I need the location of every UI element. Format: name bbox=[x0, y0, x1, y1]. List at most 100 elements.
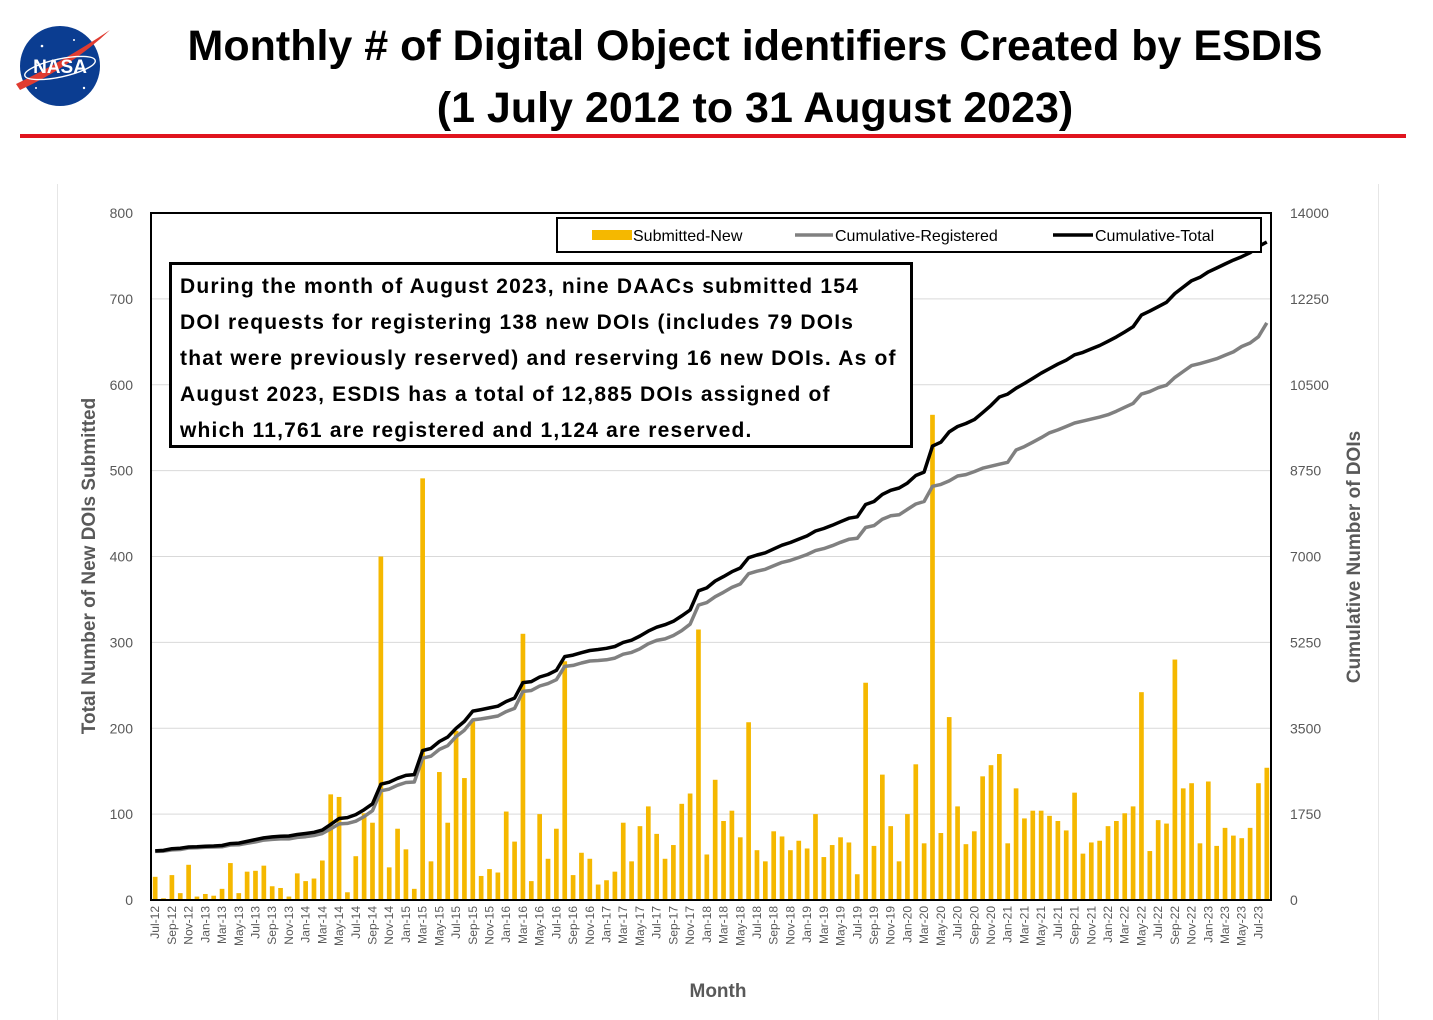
slide-frame-left bbox=[57, 184, 58, 1020]
bar bbox=[411, 888, 417, 900]
x-tick-label: Nov-16 bbox=[583, 906, 597, 945]
bar bbox=[587, 858, 593, 900]
bar bbox=[771, 831, 777, 900]
x-tick-label: Nov-22 bbox=[1185, 906, 1199, 945]
y-axis-title: Total Number of New DOIs Submitted bbox=[79, 398, 100, 734]
bar bbox=[1072, 792, 1077, 900]
bar bbox=[671, 845, 676, 900]
bar bbox=[921, 843, 927, 900]
bar bbox=[1063, 830, 1069, 900]
y2-tick-label: 1750 bbox=[1290, 806, 1321, 822]
x-tick-label: Mar-15 bbox=[416, 906, 430, 944]
bar bbox=[177, 893, 183, 900]
bar bbox=[1030, 810, 1036, 900]
x-tick-label: Sep-20 bbox=[967, 906, 981, 945]
x-tick-label: Jul-17 bbox=[650, 906, 664, 939]
bar bbox=[846, 842, 852, 900]
bar bbox=[863, 682, 868, 900]
x-tick-label: Jan-23 bbox=[1201, 906, 1215, 943]
y-tick-label: 400 bbox=[110, 549, 134, 565]
bar bbox=[528, 881, 534, 900]
y2-tick-label: 14000 bbox=[1290, 205, 1329, 221]
bar bbox=[612, 871, 618, 900]
bar bbox=[662, 858, 668, 900]
bar bbox=[520, 633, 526, 900]
bar bbox=[445, 822, 451, 900]
bar bbox=[762, 861, 768, 900]
bar bbox=[1214, 845, 1220, 900]
x-tick-label: May-19 bbox=[834, 906, 848, 946]
bar bbox=[294, 873, 300, 900]
bar bbox=[278, 887, 283, 900]
y2-axis-title: Cumulative Number of DOIs bbox=[1344, 431, 1365, 683]
left-axis-ticks: 0 100 200 300 400 500 600 700 800 bbox=[110, 205, 134, 908]
bar bbox=[1038, 810, 1044, 900]
legend-label-cumulative-total: Cumulative-Total bbox=[1095, 228, 1214, 245]
bar bbox=[896, 861, 902, 900]
plot-area-frame bbox=[150, 212, 1272, 901]
bar bbox=[228, 863, 233, 900]
bar bbox=[361, 813, 367, 900]
bar bbox=[829, 845, 835, 900]
bar bbox=[169, 875, 175, 900]
bar bbox=[1222, 827, 1228, 900]
legend: Submitted-New Cumulative-Registered Cumu… bbox=[556, 217, 1262, 253]
bar bbox=[269, 886, 275, 900]
bar bbox=[1247, 827, 1253, 900]
x-tick-label: Jan-13 bbox=[198, 906, 212, 943]
bar bbox=[595, 884, 601, 900]
bar bbox=[1139, 692, 1144, 900]
x-tick-label: Jan-20 bbox=[900, 906, 914, 943]
bar bbox=[1122, 813, 1128, 900]
bar bbox=[462, 778, 467, 900]
bar bbox=[202, 893, 208, 900]
x-tick-label: Sep-13 bbox=[265, 906, 279, 945]
bar bbox=[537, 814, 542, 900]
y-tick-label: 700 bbox=[110, 291, 134, 307]
y-tick-label: 500 bbox=[110, 463, 134, 479]
bar bbox=[888, 826, 894, 900]
x-tick-label: Nov-20 bbox=[984, 906, 998, 945]
bar bbox=[1080, 853, 1086, 900]
x-tick-label: May-17 bbox=[633, 906, 647, 946]
x-tick-label: Jul-14 bbox=[349, 906, 363, 939]
x-tick-label: Sep-18 bbox=[767, 906, 781, 945]
bar bbox=[654, 833, 660, 900]
legend-label-submitted-new: Submitted-New bbox=[633, 228, 743, 245]
nasa-logo-text: NASA bbox=[33, 57, 87, 78]
bar bbox=[930, 414, 935, 900]
bar bbox=[712, 779, 718, 900]
bar bbox=[645, 806, 651, 900]
bar bbox=[219, 888, 225, 900]
bar bbox=[495, 872, 501, 900]
bar bbox=[186, 864, 191, 900]
bar bbox=[704, 854, 710, 900]
bar bbox=[261, 865, 267, 900]
line-cumulative-total bbox=[155, 240, 1268, 853]
x-tick-label: Mar-20 bbox=[917, 906, 931, 944]
bar bbox=[955, 806, 960, 900]
bar bbox=[754, 850, 760, 900]
x-tick-label: Jan-21 bbox=[1001, 906, 1015, 943]
bar bbox=[1239, 838, 1245, 900]
bar bbox=[796, 840, 802, 900]
x-tick-label: Jan-16 bbox=[499, 906, 513, 943]
bar bbox=[620, 822, 626, 900]
y2-tick-label: 10500 bbox=[1290, 377, 1329, 393]
bar bbox=[1097, 840, 1102, 900]
bar bbox=[604, 880, 609, 900]
x-tick-label: Mar-22 bbox=[1118, 906, 1132, 944]
x-tick-label: Sep-16 bbox=[566, 906, 580, 945]
bar bbox=[1172, 659, 1178, 900]
x-tick-label: May-23 bbox=[1235, 906, 1249, 946]
summary-annotation: During the month of August 2023, nine DA… bbox=[169, 262, 913, 448]
x-tick-label: May-16 bbox=[533, 906, 547, 946]
x-tick-label: Sep-22 bbox=[1168, 906, 1182, 945]
bar bbox=[470, 721, 476, 900]
bar bbox=[871, 845, 877, 900]
bar bbox=[453, 730, 459, 900]
bar bbox=[320, 860, 325, 900]
bar bbox=[687, 793, 693, 900]
x-tick-label: May-20 bbox=[934, 906, 948, 946]
